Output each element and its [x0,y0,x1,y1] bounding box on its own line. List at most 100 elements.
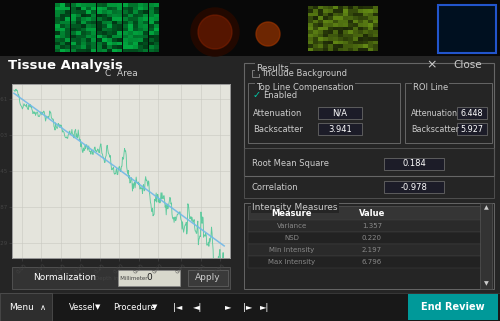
Bar [348,13,353,16]
Bar [96,14,102,17]
Bar [368,9,373,13]
Bar [128,3,133,6]
Bar [323,37,328,40]
Bar [333,23,338,27]
Bar [363,48,368,51]
Bar [248,244,482,256]
Bar [66,31,70,34]
Bar [76,14,81,17]
Bar [92,17,96,21]
Bar [102,38,107,41]
Bar [60,17,65,21]
Bar [107,7,112,10]
Text: C  Area: C Area [104,70,138,79]
Bar [128,28,133,31]
Bar [353,6,358,9]
Bar [128,42,133,45]
Bar [55,38,60,41]
Text: ✓: ✓ [253,90,261,100]
Bar [96,42,102,45]
Bar [343,37,348,40]
Bar [333,9,338,13]
Bar [154,35,159,38]
Bar [343,48,348,51]
Bar [102,21,107,24]
Bar [323,41,328,44]
Bar [133,42,138,45]
Bar [70,42,76,45]
Bar [122,38,128,41]
Bar [318,13,323,16]
Bar [112,3,117,6]
Bar [358,13,363,16]
Bar [55,35,60,38]
Bar [92,21,96,24]
Bar [133,21,138,24]
Bar [328,34,333,37]
Bar [353,41,358,44]
Bar [348,37,353,40]
Circle shape [191,8,239,56]
Bar [343,9,348,13]
Bar [122,7,128,10]
Bar [248,256,482,268]
Bar [318,48,323,51]
Bar [81,28,86,31]
Text: ►|: ►| [260,302,270,311]
Bar [55,42,60,45]
Bar [86,14,91,17]
Bar [154,14,159,17]
Bar [60,31,65,34]
Bar [102,45,107,48]
Bar [128,45,133,48]
Bar [96,35,102,38]
Bar [81,17,86,21]
Bar [358,9,363,13]
Bar [70,10,76,13]
Bar [328,9,333,13]
Bar [96,28,102,31]
Bar [328,44,333,48]
Bar [318,16,323,20]
Bar [313,34,318,37]
Bar [133,7,138,10]
Bar [138,42,143,45]
Text: NSD: NSD [284,235,300,241]
Text: Attenuation: Attenuation [253,108,302,117]
Bar [102,10,107,13]
Bar [138,45,143,48]
Bar [138,35,143,38]
Bar [96,31,102,34]
Bar [118,3,122,6]
Bar [188,270,228,286]
Text: ∧: ∧ [40,302,46,311]
Bar [353,48,358,51]
Bar [60,21,65,24]
Text: |◄: |◄ [174,302,182,311]
Bar [96,3,102,6]
Bar [318,34,323,37]
Text: ►: ► [225,302,231,311]
Bar [348,16,353,20]
Bar [405,83,492,143]
Bar [55,21,60,24]
Bar [118,17,122,21]
Bar [144,49,148,52]
Bar [76,10,81,13]
Bar [313,30,318,33]
Text: ×: × [427,58,437,72]
Circle shape [256,22,280,46]
Bar [60,7,65,10]
Bar [244,203,494,289]
Bar [318,41,323,44]
Bar [76,3,81,6]
Bar [107,35,112,38]
Bar [248,232,482,244]
Bar [118,14,122,17]
Bar [353,27,358,30]
Bar [92,45,96,48]
Bar [70,35,76,38]
Bar [92,38,96,41]
Bar [112,35,117,38]
Bar [96,38,102,41]
